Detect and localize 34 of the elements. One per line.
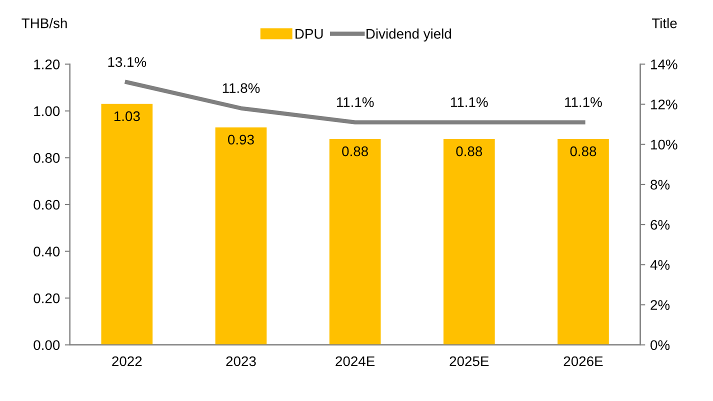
y-tick-label: 0.40 bbox=[34, 246, 60, 256]
y2-tick-label: 0% bbox=[650, 340, 670, 350]
y2-tick-label: 10% bbox=[651, 140, 678, 150]
y2-tick-label: 4% bbox=[650, 260, 670, 270]
x-tick-label: 2025E bbox=[450, 356, 489, 366]
data-label: 11.1% bbox=[451, 97, 488, 108]
data-label: 13.1% bbox=[108, 57, 146, 67]
data-label: 0.88 bbox=[570, 146, 596, 156]
y-tick-label: 0.20 bbox=[34, 293, 60, 304]
y-tick-label: 0.80 bbox=[34, 153, 60, 163]
legend-label: Dividend yield bbox=[366, 28, 452, 42]
data-label: 0.88 bbox=[456, 146, 482, 156]
y-axis-title: THB/sh bbox=[22, 18, 67, 28]
data-label: 11.8% bbox=[222, 83, 260, 94]
data-label: 1.03 bbox=[114, 111, 140, 122]
y-tick-label: 1.00 bbox=[34, 106, 60, 116]
y-tick-label: 0.60 bbox=[34, 200, 60, 210]
y2-tick-label: 14% bbox=[651, 60, 678, 70]
y-tick-label: 0.00 bbox=[34, 340, 60, 350]
data-label: 0.88 bbox=[342, 146, 368, 156]
y2-tick-label: 8% bbox=[650, 180, 670, 190]
data-label: 11.1% bbox=[336, 97, 374, 108]
y2-tick-label: 12% bbox=[651, 100, 678, 110]
data-label: 11.1% bbox=[565, 97, 602, 108]
y-tick-label: 1.20 bbox=[34, 59, 60, 70]
legend-label: DPU bbox=[296, 29, 323, 39]
y2-axis-title: Title bbox=[652, 18, 677, 28]
x-tick-label: 2026E bbox=[564, 356, 603, 366]
y2-tick-label: 2% bbox=[650, 300, 670, 310]
x-tick-label: 2023 bbox=[226, 356, 256, 366]
x-tick-label: 2022 bbox=[112, 356, 142, 366]
data-label: 0.93 bbox=[228, 134, 254, 145]
y2-tick-label: 6% bbox=[650, 220, 670, 230]
x-tick-label: 2024E bbox=[336, 356, 375, 366]
